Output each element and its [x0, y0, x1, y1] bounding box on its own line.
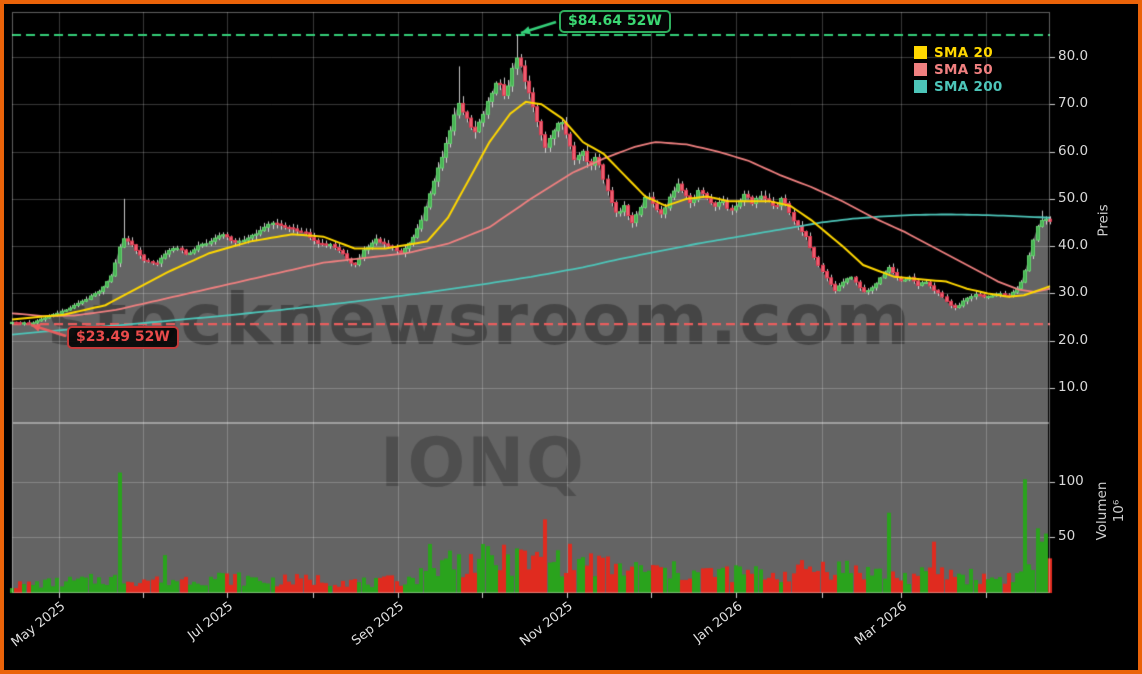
sma200-swatch [914, 80, 927, 93]
legend-item-sma20: SMA 20 [914, 44, 1003, 61]
sma20-label: SMA 20 [934, 44, 993, 61]
price-tick-label: 30.0 [1058, 284, 1089, 301]
low-52w-annotation: $23.49 52W [67, 326, 179, 349]
price-tick-label: 40.0 [1058, 237, 1089, 254]
high-52w-annotation: $84.64 52W [559, 10, 671, 33]
price-tick-label: 80.0 [1058, 47, 1089, 64]
volume-axis-scale: 10⁶ [1111, 499, 1127, 523]
sma200-label: SMA 200 [934, 78, 1003, 95]
x-tick-label: Mar 2026 [852, 599, 910, 649]
price-tick-label: 10.0 [1058, 379, 1089, 395]
x-tick-label: Jan 2026 [691, 599, 746, 647]
volume-axis-label-text: Volumen [1094, 481, 1110, 541]
legend-item-sma50: SMA 50 [914, 61, 1003, 78]
price-tick-label: 20.0 [1058, 331, 1089, 348]
x-tick-label: May 2025 [8, 599, 69, 651]
legend: SMA 20 SMA 50 SMA 200 [914, 44, 1003, 95]
sma50-label: SMA 50 [934, 61, 993, 78]
price-tick-label: 70.0 [1058, 95, 1089, 112]
volume-tick-label: 50 [1058, 528, 1076, 545]
sma50-swatch [914, 63, 927, 76]
volume-tick-label: 100 [1058, 472, 1084, 489]
x-tick-label: Nov 2025 [517, 599, 577, 650]
volume-axis-label: Volumen 10⁶ [1094, 451, 1128, 571]
sma20-swatch [914, 46, 927, 59]
x-tick-label: Jul 2025 [185, 599, 237, 644]
legend-item-sma200: SMA 200 [914, 78, 1003, 95]
price-tick-label: 50.0 [1058, 189, 1089, 206]
price-tick-label: 60.0 [1058, 142, 1089, 159]
x-tick-label: Sep 2025 [349, 599, 407, 649]
price-axis-label: Preis [1095, 204, 1112, 237]
